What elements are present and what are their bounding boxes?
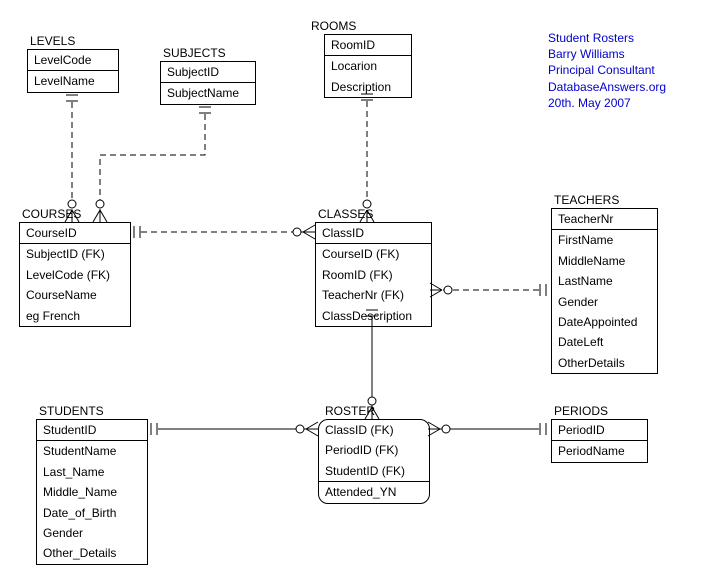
attr-field: CourseName — [20, 285, 130, 305]
title-teachers: TEACHERS — [554, 193, 619, 207]
attr-field: DateAppointed — [552, 312, 657, 332]
title-subjects: SUBJECTS — [163, 46, 226, 60]
attr-field: LastName — [552, 271, 657, 291]
title-students: STUDENTS — [39, 404, 104, 418]
title-levels: LEVELS — [30, 34, 75, 48]
entity-roster: ClassID (FK)PeriodID (FK)StudentID (FK)A… — [318, 419, 430, 504]
attr-field: LevelCode (FK) — [20, 265, 130, 285]
pk-field: PeriodID (FK) — [319, 440, 429, 460]
attr-field: SubjectName — [161, 82, 255, 103]
attr-field: MiddleName — [552, 251, 657, 271]
attr-field: Middle_Name — [37, 482, 147, 502]
pk-field: CourseID — [20, 223, 130, 243]
diagram-meta: Student Rosters Barry Williams Principal… — [548, 30, 666, 111]
pk-field: ClassID — [316, 223, 431, 243]
attr-field: LevelName — [28, 70, 118, 91]
title-roster: ROSTER — [325, 404, 375, 418]
attr-field: TeacherNr (FK) — [316, 285, 431, 305]
attr-field: Last_Name — [37, 462, 147, 482]
entity-teachers: TeacherNrFirstNameMiddleNameLastNameGend… — [551, 208, 658, 374]
attr-field: OtherDetails — [552, 353, 657, 373]
attr-field: SubjectID (FK) — [20, 243, 130, 264]
title-periods: PERIODS — [554, 404, 608, 418]
entity-classes: ClassIDCourseID (FK)RoomID (FK)TeacherNr… — [315, 222, 432, 327]
pk-field: LevelCode — [28, 50, 118, 70]
attr-field: StudentName — [37, 440, 147, 461]
entity-rooms: RoomIDLocarionDescription — [324, 34, 412, 98]
attr-field: Gender — [552, 292, 657, 312]
pk-field: StudentID (FK) — [319, 461, 429, 481]
entity-levels: LevelCodeLevelName — [27, 49, 119, 93]
pk-field: StudentID — [37, 420, 147, 440]
attr-field: Locarion — [325, 55, 411, 76]
attr-field: Other_Details — [37, 543, 147, 563]
attr-field: Attended_YN — [319, 481, 429, 502]
attr-field: PeriodName — [552, 440, 647, 461]
title-courses: COURSES — [22, 207, 81, 221]
entity-periods: PeriodIDPeriodName — [551, 419, 648, 463]
pk-field: TeacherNr — [552, 209, 657, 229]
attr-field: Gender — [37, 523, 147, 543]
attr-field: DateLeft — [552, 332, 657, 352]
meta-line-4: DatabaseAnswers.org — [548, 79, 666, 95]
pk-field: SubjectID — [161, 62, 255, 82]
entity-subjects: SubjectIDSubjectName — [160, 61, 256, 105]
attr-field: eg French — [20, 306, 130, 326]
attr-field: CourseID (FK) — [316, 243, 431, 264]
title-classes: CLASSES — [318, 207, 373, 221]
title-rooms: ROOMS — [311, 19, 356, 33]
attr-field: FirstName — [552, 229, 657, 250]
pk-field: PeriodID — [552, 420, 647, 440]
attr-field: RoomID (FK) — [316, 265, 431, 285]
entity-students: StudentIDStudentNameLast_NameMiddle_Name… — [36, 419, 148, 565]
edge-subjects-courses — [100, 114, 205, 210]
meta-line-3: Principal Consultant — [548, 62, 666, 78]
attr-field: Description — [325, 77, 411, 97]
meta-line-2: Barry Williams — [548, 46, 666, 62]
entity-courses: CourseIDSubjectID (FK)LevelCode (FK)Cour… — [19, 222, 131, 327]
meta-line-5: 20th. May 2007 — [548, 95, 666, 111]
meta-line-1: Student Rosters — [548, 30, 666, 46]
pk-field: ClassID (FK) — [319, 420, 429, 440]
pk-field: RoomID — [325, 35, 411, 55]
attr-field: ClassDescription — [316, 306, 431, 326]
attr-field: Date_of_Birth — [37, 503, 147, 523]
